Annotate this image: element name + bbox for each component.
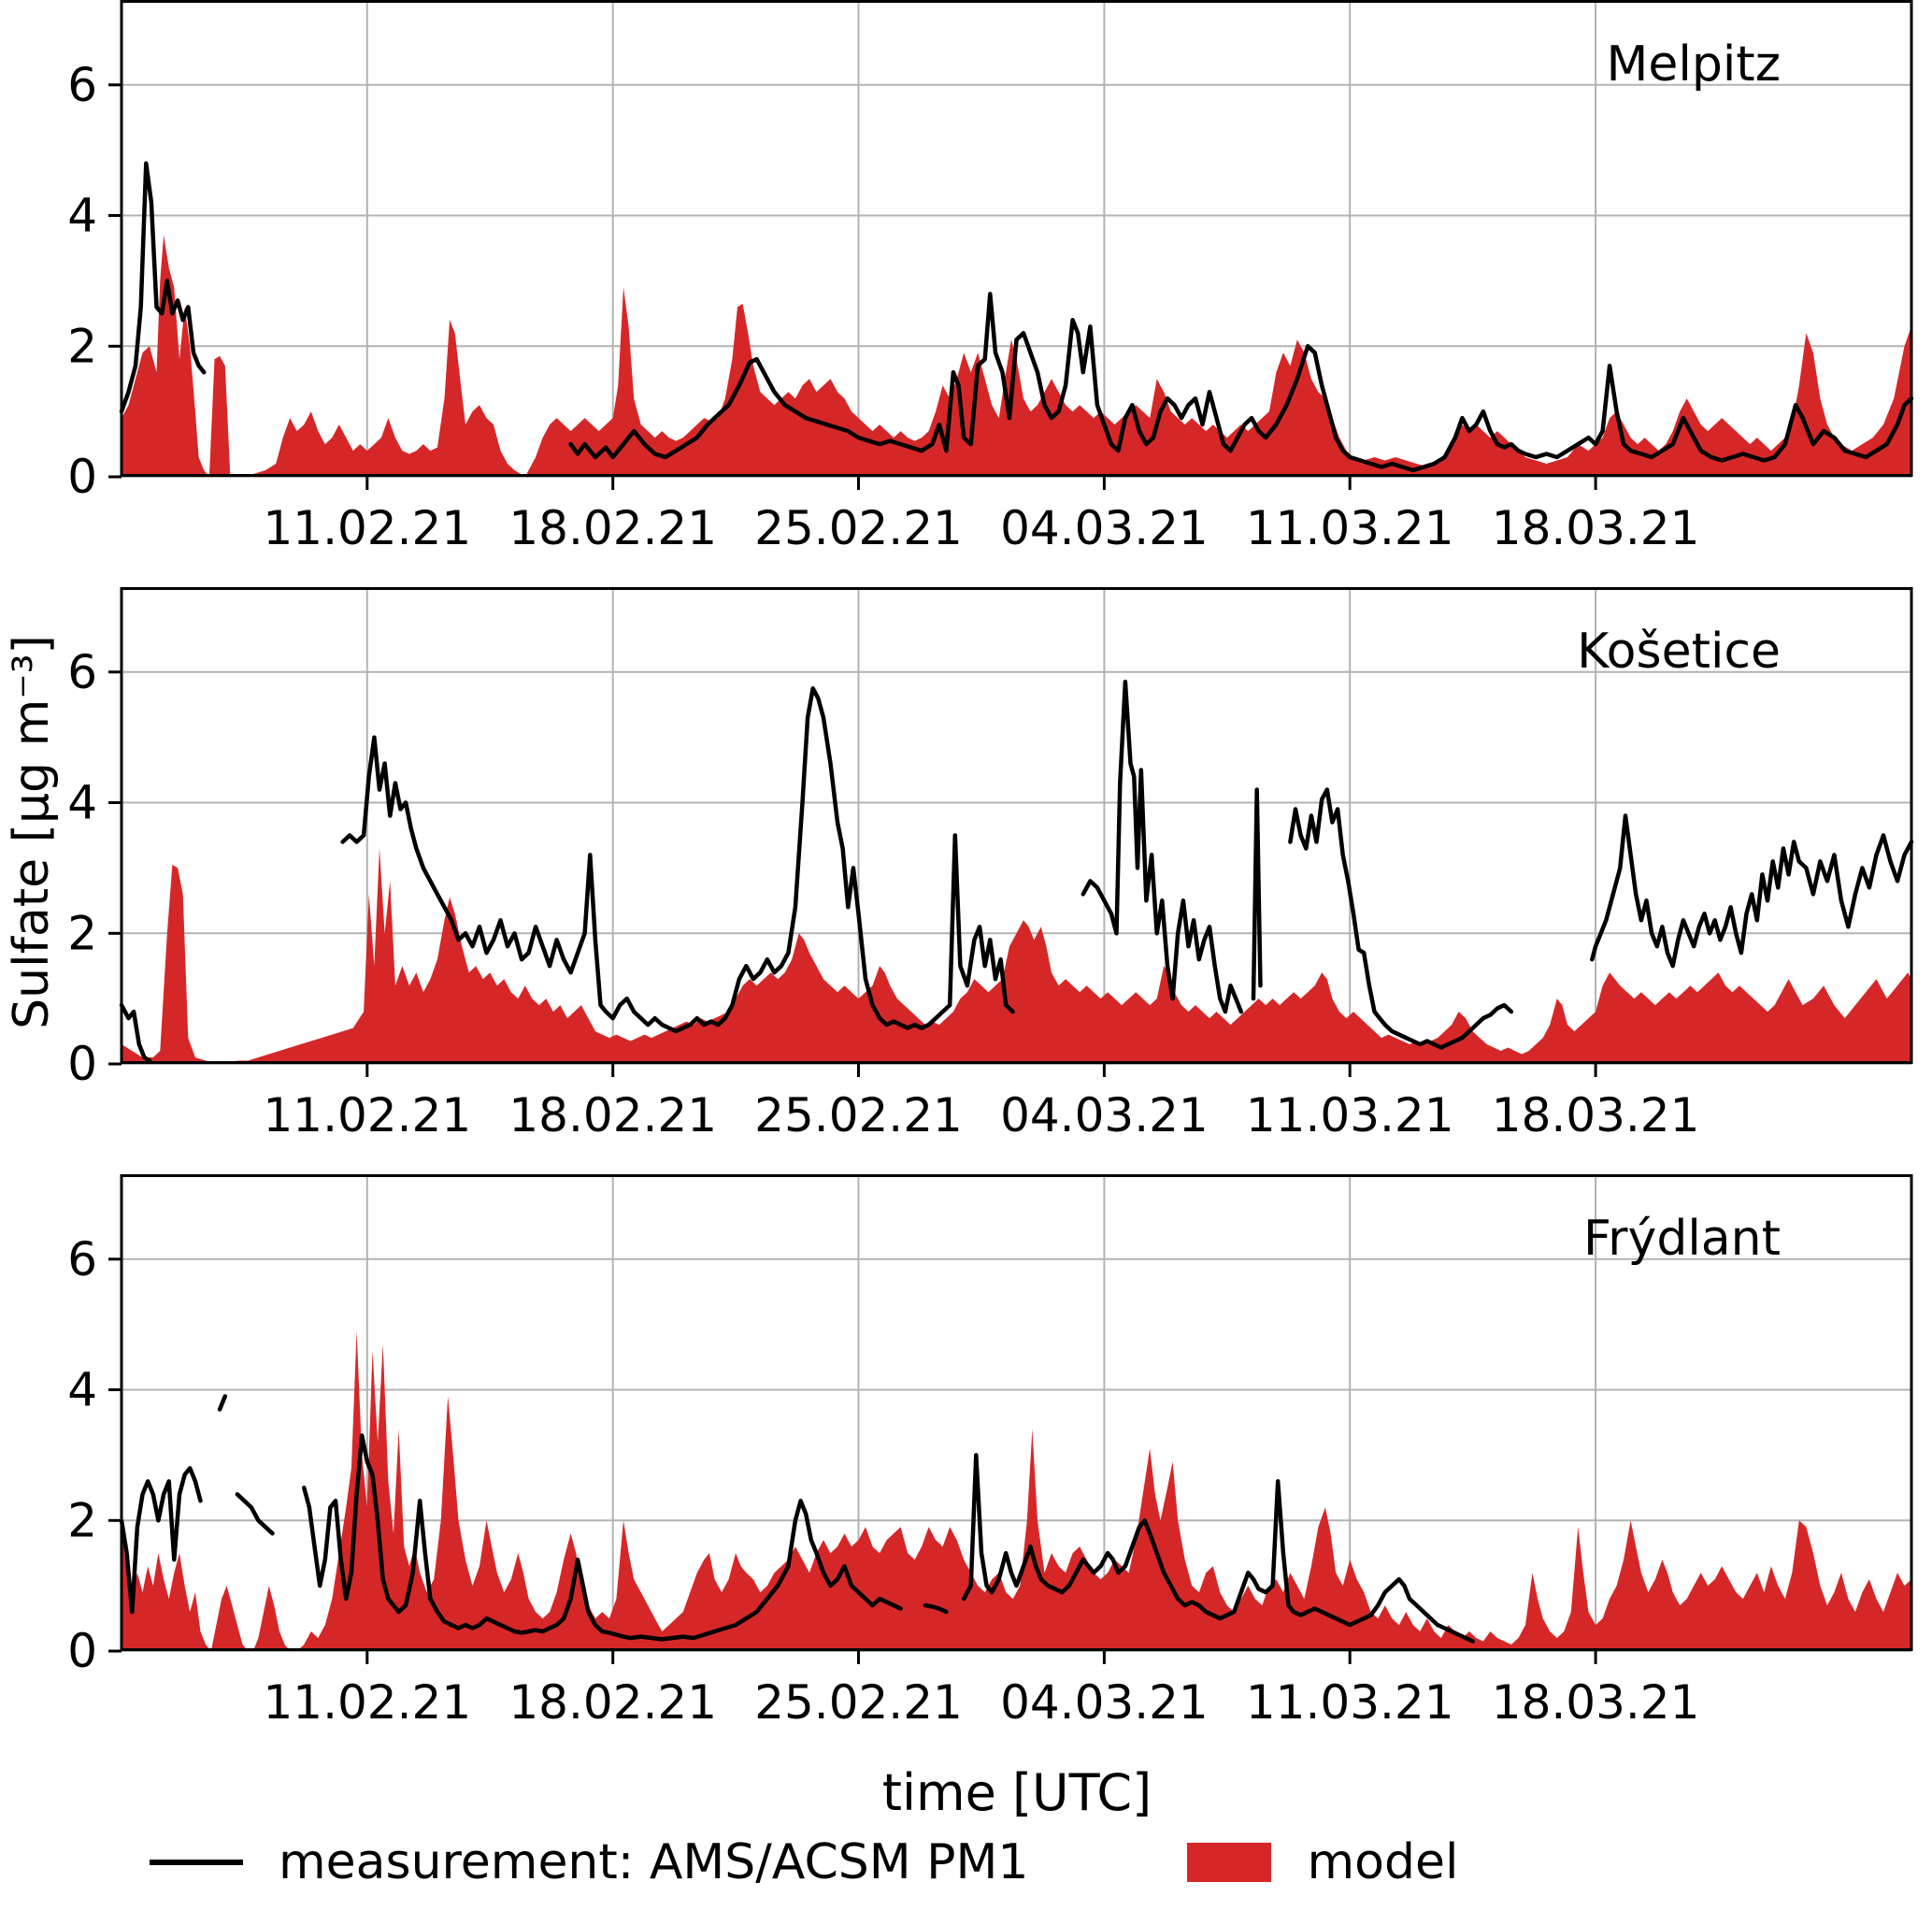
measurement-line: [961, 1453, 1475, 1644]
legend: measurement: AMS/ACSM PM1 model: [150, 1834, 1458, 1890]
y-tick-label: 6: [67, 1232, 97, 1286]
model-area: [122, 848, 1911, 1064]
panel-site-title: Frýdlant: [1583, 1211, 1781, 1267]
measurement-line: [1251, 787, 1263, 1001]
panel-site-title: Košetice: [1577, 624, 1781, 680]
chart-panel-2: 0 2 4 6 11.02.21 18.02.21 25.02.21 04.03.21 11.0…: [0, 587, 1932, 1174]
model-area-swatch: [1187, 1843, 1272, 1882]
measurement-line-swatch: [150, 1860, 243, 1865]
y-tick-label: 0: [67, 1037, 97, 1091]
measurement-line: [119, 1002, 152, 1063]
y-tick-label: 0: [67, 1624, 97, 1678]
measurement-line: [568, 292, 1914, 473]
axes-spines: [120, 0, 1913, 477]
x-tick-label: 18.03.21: [1492, 1675, 1700, 1730]
x-tick-label: 18.02.21: [508, 1088, 717, 1142]
measurement-line: [1288, 787, 1514, 1050]
measurement-line: [119, 161, 207, 414]
x-tick-label: 25.02.21: [754, 1675, 963, 1730]
y-tick-label: 0: [67, 450, 97, 504]
chart-panel-3: 0 2 4 6 11.02.21 18.02.21 25.02.21 04.03.21 11.0…: [0, 1174, 1932, 1761]
model-area: [122, 235, 1911, 477]
y-tick-label: 6: [67, 58, 97, 112]
y-tick-label: 4: [67, 1363, 97, 1417]
measurement-line: [217, 1394, 228, 1412]
x-tick-label: 25.02.21: [754, 1088, 963, 1142]
chart-panel-1: 0 2 4 6 11.02.21 18.02.21 25.02.21 04.03.21 11.0…: [0, 0, 1932, 587]
model-area: [122, 1330, 1911, 1651]
x-tick-label: 18.03.21: [1492, 501, 1700, 555]
measurement-line: [1080, 680, 1244, 1014]
x-tick-label: 11.03.21: [1246, 501, 1454, 555]
x-tick-label: 25.02.21: [754, 501, 963, 555]
panel-plot-2: 0 2 4 6 11.02.21 18.02.21 25.02.21 04.03.21 11.0…: [67, 587, 1914, 1142]
x-tick-label: 04.03.21: [1000, 1088, 1209, 1142]
measurement-line: [119, 1466, 203, 1615]
y-tick-label: 4: [67, 776, 97, 830]
x-tick-label: 18.02.21: [508, 501, 717, 555]
axes-spines: [120, 587, 1913, 1064]
x-tick-label: 18.03.21: [1492, 1088, 1700, 1142]
measurement-line: [235, 1492, 275, 1536]
x-tick-label: 11.03.21: [1246, 1675, 1454, 1730]
panel-plot-3: 0 2 4 6 11.02.21 18.02.21 25.02.21 04.03.21 11.0…: [67, 1174, 1913, 1730]
x-tick-label: 11.02.21: [263, 1675, 471, 1730]
y-tick-label: 2: [67, 906, 97, 960]
y-tick-label: 2: [67, 1493, 97, 1547]
legend-measurement-label: measurement: AMS/ACSM PM1: [279, 1834, 1029, 1890]
legend-model-label: model: [1307, 1834, 1459, 1890]
measurement-line: [1590, 813, 1914, 969]
chart-panels: 0 2 4 6 11.02.21 18.02.21 25.02.21 04.03.21 11.0…: [0, 0, 1932, 1761]
y-tick-label: 6: [67, 645, 97, 699]
x-tick-label: 04.03.21: [1000, 1675, 1209, 1730]
panel-plot-1: 0 2 4 6 11.02.21 18.02.21 25.02.21 04.03.21 11.0…: [67, 0, 1914, 555]
measurement-line: [340, 686, 1015, 1034]
x-tick-label: 04.03.21: [1000, 501, 1209, 555]
x-tick-label: 11.03.21: [1246, 1088, 1454, 1142]
x-tick-label: 11.02.21: [263, 1088, 471, 1142]
panel-site-title: Melpitz: [1607, 36, 1781, 93]
x-tick-label: 11.02.21: [263, 501, 471, 555]
axes-spines: [120, 1174, 1913, 1651]
y-tick-label: 2: [67, 319, 97, 373]
x-axis-label: time [UTC]: [881, 1763, 1152, 1822]
y-tick-label: 4: [67, 189, 97, 243]
x-tick-label: 18.02.21: [508, 1675, 717, 1730]
measurement-line: [302, 1433, 903, 1642]
measurement-line: [923, 1602, 949, 1615]
